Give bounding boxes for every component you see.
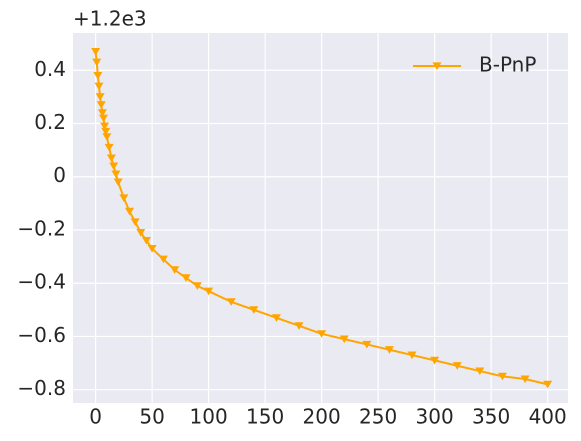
marker: [113, 178, 123, 187]
marker: [294, 322, 304, 330]
x-tick-label: 100: [190, 405, 228, 429]
marker: [362, 340, 372, 349]
marker: [109, 162, 119, 171]
marker: [170, 266, 180, 274]
marker: [475, 367, 485, 376]
marker: [93, 71, 103, 80]
y-tick-label: 0: [53, 163, 66, 187]
x-tick-label: 150: [246, 405, 284, 429]
marker: [192, 282, 202, 290]
marker: [101, 127, 111, 136]
marker: [99, 114, 109, 123]
x-tick-label: 350: [472, 405, 510, 429]
y-tick-label: 0.4: [34, 57, 66, 81]
legend-marker: [432, 62, 442, 71]
marker: [181, 274, 191, 282]
marker: [452, 362, 462, 370]
x-tick-label: 400: [529, 405, 567, 429]
marker: [407, 351, 417, 360]
marker: [91, 48, 101, 56]
marker: [119, 194, 129, 203]
marker: [94, 82, 104, 91]
y-tick-label: 0.2: [34, 110, 66, 134]
marker: [125, 207, 135, 216]
x-tick-label: 200: [303, 405, 341, 429]
y-tick-label: −0.4: [17, 270, 66, 294]
marker: [104, 143, 114, 152]
x-tick-label: 0: [89, 405, 102, 429]
marker: [136, 229, 146, 237]
marker: [543, 380, 553, 389]
marker: [271, 314, 281, 322]
marker: [111, 170, 121, 179]
marker: [226, 298, 236, 306]
y-tick-label: −0.2: [17, 216, 66, 240]
x-tick-label: 50: [139, 405, 164, 429]
marker: [96, 101, 106, 109]
marker: [92, 58, 102, 67]
marker: [339, 335, 349, 344]
x-tick-label: 250: [359, 405, 397, 429]
marker: [97, 109, 107, 117]
marker: [430, 356, 440, 365]
marker: [106, 154, 116, 163]
x-tick-label: 300: [416, 405, 454, 429]
legend-label: B-PnP: [479, 53, 536, 77]
y-offset-label: +1.2e3: [73, 7, 147, 31]
marker: [520, 375, 530, 384]
y-tick-label: −0.6: [17, 323, 66, 347]
marker: [497, 372, 507, 381]
marker: [100, 122, 110, 131]
plot-area: [73, 33, 568, 403]
marker: [95, 93, 105, 101]
marker: [317, 330, 327, 338]
marker: [130, 218, 140, 227]
marker: [102, 133, 112, 141]
marker: [141, 237, 151, 245]
marker: [384, 346, 394, 354]
y-tick-label: −0.8: [17, 376, 66, 400]
marker: [204, 287, 214, 296]
marker: [158, 255, 168, 264]
marker: [249, 306, 259, 314]
marker: [147, 245, 157, 253]
